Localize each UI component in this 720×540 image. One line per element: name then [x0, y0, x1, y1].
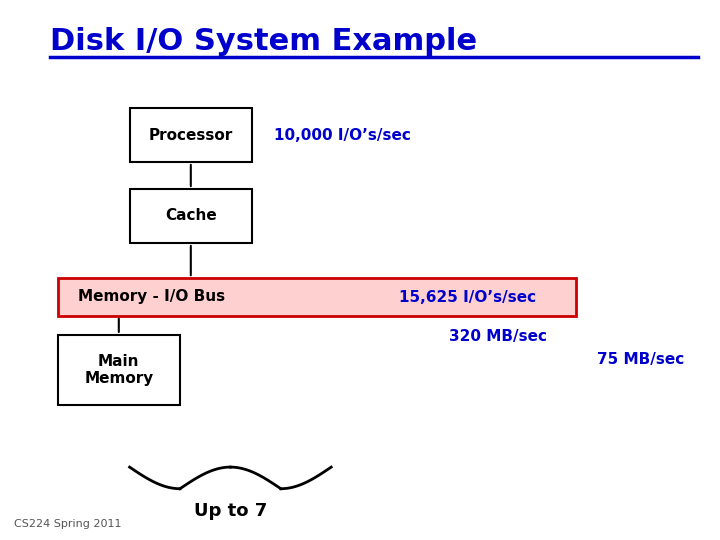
FancyBboxPatch shape	[130, 108, 252, 162]
Text: Disk I/O System Example: Disk I/O System Example	[50, 27, 477, 56]
Text: 75 MB/sec: 75 MB/sec	[597, 352, 684, 367]
FancyBboxPatch shape	[58, 278, 576, 316]
Text: Cache: Cache	[165, 208, 217, 224]
Text: Up to 7: Up to 7	[194, 502, 267, 520]
FancyBboxPatch shape	[130, 189, 252, 243]
Text: 10,000 I/O’s/sec: 10,000 I/O’s/sec	[274, 127, 410, 143]
Text: CS224 Spring 2011: CS224 Spring 2011	[14, 519, 122, 529]
FancyBboxPatch shape	[58, 335, 180, 405]
Text: 15,625 I/O’s/sec: 15,625 I/O’s/sec	[400, 289, 536, 305]
Text: Main
Memory: Main Memory	[84, 354, 153, 386]
Text: 320 MB/sec: 320 MB/sec	[449, 329, 547, 345]
Text: Processor: Processor	[148, 127, 233, 143]
Text: Memory - I/O Bus: Memory - I/O Bus	[78, 289, 225, 305]
